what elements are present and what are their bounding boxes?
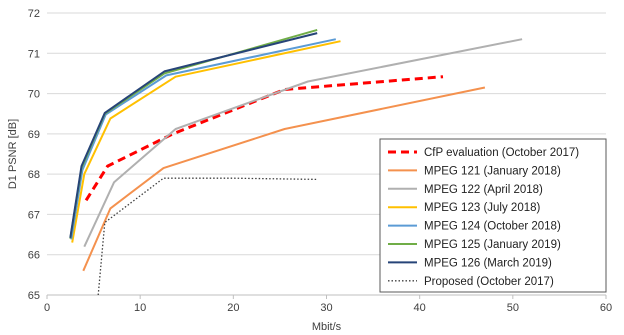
- y-tick-label: 71: [28, 48, 40, 60]
- y-axis-title: D1 PSNR [dB]: [7, 119, 19, 189]
- legend-entry: MPEG 123 (July 2018): [424, 202, 541, 214]
- x-tick-label: 60: [600, 302, 612, 314]
- x-tick-label: 10: [134, 302, 146, 314]
- x-tick-label: 40: [414, 302, 426, 314]
- legend-entry: MPEG 124 (October 2018): [424, 221, 561, 233]
- x-tick-label: 20: [227, 302, 239, 314]
- legend-entry: MPEG 121 (January 2018): [424, 165, 561, 177]
- legend-entry: Proposed (October 2017): [424, 276, 554, 288]
- y-tick-label: 72: [28, 8, 40, 20]
- x-tick-label: 30: [320, 302, 332, 314]
- legend-entry: CfP evaluation (October 2017): [424, 147, 579, 159]
- y-tick-label: 67: [28, 209, 40, 221]
- x-tick-label: 0: [44, 302, 50, 314]
- y-tick-label: 65: [28, 290, 40, 302]
- legend-entry: MPEG 126 (March 2019): [424, 257, 552, 269]
- y-tick-label: 69: [28, 129, 40, 141]
- legend-entry: MPEG 125 (January 2019): [424, 239, 561, 251]
- legend-entry: MPEG 122 (April 2018): [424, 184, 543, 196]
- legend: CfP evaluation (October 2017) MPEG 121 (J…: [380, 139, 606, 292]
- y-tick-label: 68: [28, 169, 40, 181]
- x-axis-title: Mbit/s: [312, 321, 342, 333]
- y-tick-label: 66: [28, 250, 40, 262]
- x-tick-label: 50: [507, 302, 519, 314]
- y-tick-label: 70: [28, 89, 40, 101]
